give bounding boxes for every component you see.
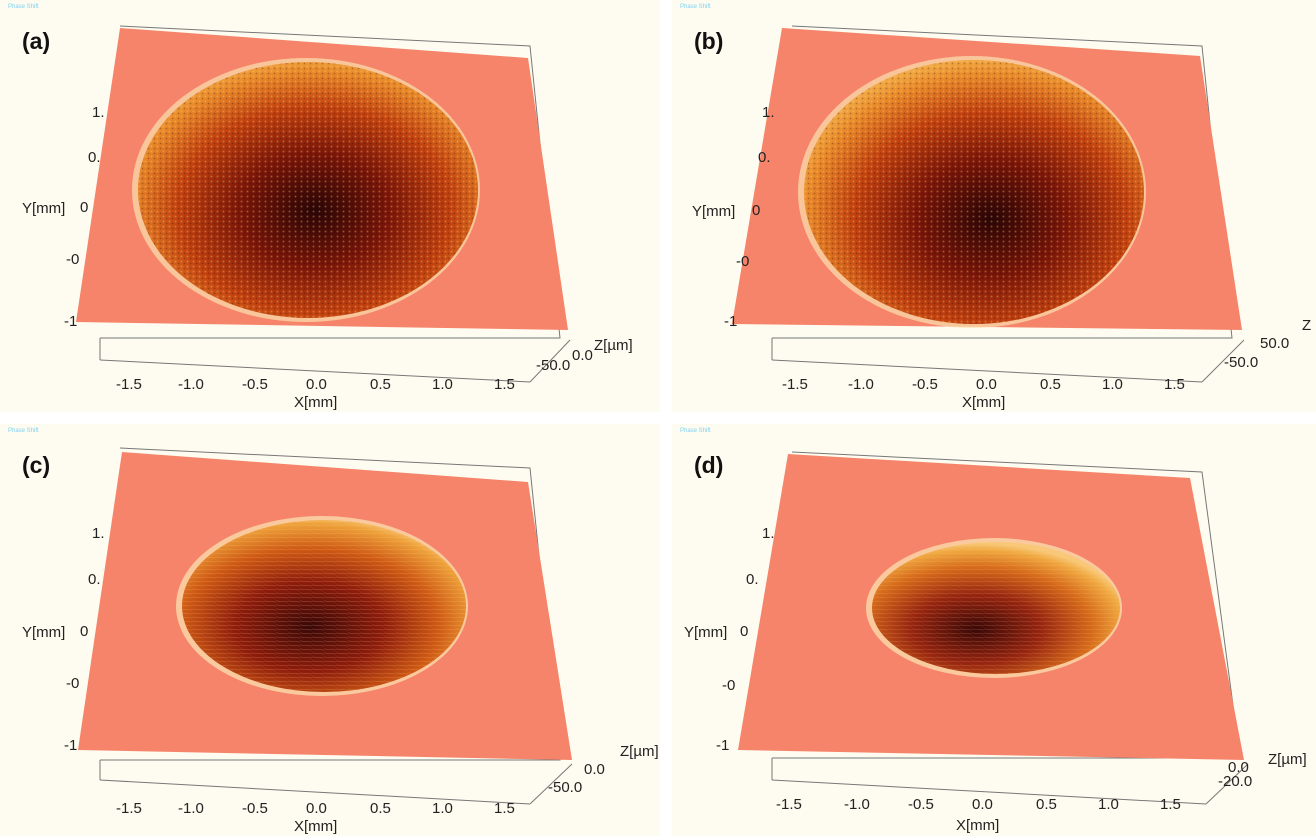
x-tick: -0.5 bbox=[908, 796, 934, 813]
x-axis-label: X[mm] bbox=[294, 394, 337, 411]
x-tick: 0.5 bbox=[370, 376, 391, 393]
y-tick: 1. bbox=[762, 104, 775, 121]
z-tick: 0.0 bbox=[1228, 759, 1249, 776]
x-tick: 1.0 bbox=[1098, 796, 1119, 813]
x-tick: 0.5 bbox=[1036, 796, 1057, 813]
x-tick: 1.5 bbox=[494, 376, 515, 393]
panel-tag: Phase Shift bbox=[680, 428, 711, 434]
x-tick: -1.0 bbox=[844, 796, 870, 813]
z-tick: -50.0 bbox=[1224, 354, 1258, 371]
y-axis-label: Y[mm] bbox=[692, 203, 735, 220]
panel-label: (d) bbox=[694, 452, 724, 478]
z-tick: -50.0 bbox=[548, 779, 582, 796]
z-axis-label: Z[µm] bbox=[620, 743, 659, 760]
x-tick: -1.5 bbox=[116, 800, 142, 817]
y-tick: -0 bbox=[736, 253, 749, 270]
z-tick: 0.0 bbox=[572, 347, 593, 364]
surface-plot-c: 1. 0. 0 -0 -1 Y[mm] -1.5 -1.0 -0.5 0.0 0… bbox=[22, 447, 659, 835]
x-tick: 0.5 bbox=[1040, 376, 1061, 393]
y-tick: -1 bbox=[724, 313, 737, 330]
panel-tag: Phase Shift bbox=[8, 4, 39, 10]
y-axis-label: Y[mm] bbox=[22, 624, 65, 641]
x-axis-label: X[mm] bbox=[956, 817, 999, 834]
x-tick: 1.0 bbox=[432, 376, 453, 393]
y-tick: -1 bbox=[716, 737, 729, 754]
z-tick: -20.0 bbox=[1218, 773, 1252, 790]
x-tick: 0.0 bbox=[306, 800, 327, 817]
y-tick: 0 bbox=[80, 199, 88, 216]
x-tick: 0.0 bbox=[972, 796, 993, 813]
y-tick: -0 bbox=[66, 675, 79, 692]
surface-plot-b: 1. 0. 0 -0 -1 Y[mm] -1.5 -1.0 -0.5 0.0 0… bbox=[692, 25, 1311, 411]
y-tick: 1. bbox=[92, 104, 105, 121]
x-tick: -1.0 bbox=[178, 376, 204, 393]
x-tick: -1.5 bbox=[782, 376, 808, 393]
x-tick: 1.5 bbox=[1164, 376, 1185, 393]
z-axis-label: Z[µm] bbox=[594, 337, 633, 354]
x-tick: 1.5 bbox=[1160, 796, 1181, 813]
x-tick: -1.0 bbox=[848, 376, 874, 393]
y-axis-label: Y[mm] bbox=[684, 624, 727, 641]
y-tick: 1. bbox=[92, 525, 105, 542]
y-tick: 0 bbox=[80, 623, 88, 640]
panel-label: (b) bbox=[694, 28, 724, 54]
y-tick: -0 bbox=[66, 251, 79, 268]
x-tick: -1.0 bbox=[178, 800, 204, 817]
x-tick: -0.5 bbox=[242, 800, 268, 817]
y-tick: 0 bbox=[740, 623, 748, 640]
y-tick: 1. bbox=[762, 525, 775, 542]
x-tick: 1.5 bbox=[494, 800, 515, 817]
x-tick: -0.5 bbox=[912, 376, 938, 393]
z-axis-label: Z[µm] bbox=[1268, 751, 1307, 768]
x-tick: 0.0 bbox=[306, 376, 327, 393]
x-tick: 0.5 bbox=[370, 800, 391, 817]
panel-label: (c) bbox=[22, 452, 51, 478]
z-tick: 0.0 bbox=[584, 761, 605, 778]
panel-a: Phase Shift 1. 0. bbox=[0, 0, 660, 412]
panel-d: Phase Shift 1. 0. 0 -0 -1 Y[mm] -1.5 bbox=[672, 424, 1316, 836]
z-tick: -50.0 bbox=[536, 357, 570, 374]
z-tick: 50.0 bbox=[1260, 335, 1289, 352]
panel-c: Phase Shift 1. 0. 0 -0 -1 Y[mm] -1.5 bbox=[0, 424, 660, 836]
y-tick: -1 bbox=[64, 737, 77, 754]
x-tick: -0.5 bbox=[242, 376, 268, 393]
panel-tag: Phase Shift bbox=[680, 4, 711, 10]
x-tick: 1.0 bbox=[1102, 376, 1123, 393]
y-tick: -0 bbox=[722, 677, 735, 694]
panel-b: Phase Shift 1. 0. 0 -0 -1 Y[mm] bbox=[672, 0, 1316, 412]
x-tick: -1.5 bbox=[776, 796, 802, 813]
y-tick: 0. bbox=[88, 149, 101, 166]
y-tick: -1 bbox=[64, 313, 77, 330]
panel-label: (a) bbox=[22, 28, 51, 54]
x-tick: -1.5 bbox=[116, 376, 142, 393]
x-axis-label: X[mm] bbox=[962, 394, 1005, 411]
y-tick: 0 bbox=[752, 202, 760, 219]
z-axis-label: Z bbox=[1302, 317, 1311, 334]
y-tick: 0. bbox=[758, 149, 771, 166]
y-axis-label: Y[mm] bbox=[22, 200, 65, 217]
panel-tag: Phase Shift bbox=[8, 428, 39, 434]
surface-plot-a: 1. 0. 0 -0 -1 Y[mm] -1.5 -1.0 -0.5 0.0 0… bbox=[22, 25, 633, 411]
y-tick: 0. bbox=[88, 571, 101, 588]
surface-plot-d: 1. 0. 0 -0 -1 Y[mm] -1.5 -1.0 -0.5 0.0 0… bbox=[684, 451, 1307, 834]
x-tick: 1.0 bbox=[432, 800, 453, 817]
x-tick: 0.0 bbox=[976, 376, 997, 393]
y-tick: 0. bbox=[746, 571, 759, 588]
x-axis-label: X[mm] bbox=[294, 818, 337, 835]
